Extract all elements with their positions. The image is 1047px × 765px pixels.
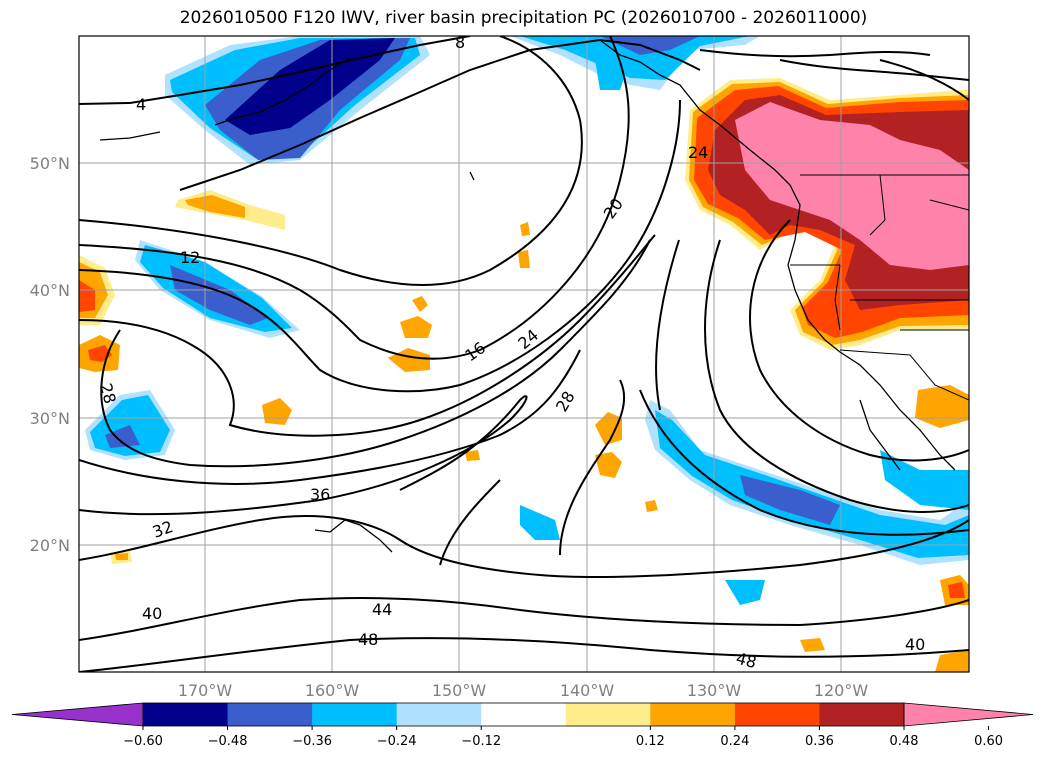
negative-shading-subtropical: [520, 400, 969, 605]
political-borders: [790, 174, 969, 401]
colorbar-swatch: [565, 703, 651, 726]
contour-label-28-west: 28: [96, 381, 120, 406]
colorbar-extend-low: [11, 702, 144, 727]
colorbar-tick-label: 0.36: [805, 734, 834, 749]
colorbar-swatch: [227, 703, 313, 726]
colorbar-swatch: [143, 703, 229, 726]
colorbar-swatch: [481, 703, 567, 726]
longitude-labels: 170°W 160°W 150°W 140°W 130°W 120°W: [178, 681, 869, 700]
negative-shading-west: [85, 390, 175, 460]
colorbar-tick-label: 0.60: [974, 734, 1003, 749]
colorbar-swatch: [396, 703, 482, 726]
contour-label-36: 36: [310, 485, 330, 504]
colorbar-tick-label: 0.24: [720, 734, 749, 749]
negative-shading-top-center: [510, 36, 760, 90]
lon-label-150w: 150°W: [432, 681, 487, 700]
colorbar-tick-label: −0.60: [123, 734, 163, 749]
colorbar-extend-high: [903, 702, 1034, 727]
map-frame: [78, 35, 970, 673]
contour-label-24-east: 24: [688, 143, 708, 162]
contour-label-8: 8: [455, 33, 465, 52]
colorbar-tick-label: −0.48: [208, 734, 248, 749]
lat-label-20n: 20°N: [30, 536, 70, 555]
colorbar-swatch: [734, 703, 820, 726]
lon-label-170w: 170°W: [178, 681, 233, 700]
contour-label-40: 40: [142, 604, 162, 623]
map-content: 4 8 12 16 20 24 28 32 36 40 44 48 24 28 …: [79, 33, 969, 673]
lon-label-140w: 140°W: [560, 681, 615, 700]
colorbar-tick-label: −0.12: [461, 734, 501, 749]
lon-label-130w: 130°W: [687, 681, 742, 700]
colorbar: −0.60 −0.48 −0.36 −0.24 −0.12 0.12 0.24 0.36 0.4…: [11, 702, 1034, 749]
iwv-contours: [79, 36, 969, 672]
lon-label-160w: 160°W: [305, 681, 360, 700]
contour-label-48: 48: [358, 630, 378, 649]
contour-label-48-south: 48: [734, 649, 759, 673]
colorbar-tick-label: 0.12: [636, 734, 665, 749]
positive-shading-west-coast: [685, 78, 969, 350]
colorbar-tick-label: 0.48: [890, 734, 919, 749]
lat-label-50n: 50°N: [30, 154, 70, 173]
colorbar-swatch: [312, 703, 398, 726]
colorbar-tick-label: −0.36: [292, 734, 332, 749]
lat-label-40n: 40°N: [30, 281, 70, 300]
colorbar-outline: [142, 702, 905, 727]
colorbar-swatch: [819, 703, 905, 726]
lon-label-120w: 120°W: [814, 681, 869, 700]
negative-shading-central: [135, 240, 300, 338]
lat-label-30n: 30°N: [30, 409, 70, 428]
contour-label-12: 12: [180, 248, 200, 267]
map-title: 2026010500 F120 IWV, river basin precipi…: [179, 8, 868, 28]
colorbar-tick-label: −0.24: [377, 734, 417, 749]
colorbar-swatch: [650, 703, 736, 726]
contour-label-44: 44: [372, 600, 392, 619]
contour-label-40-east: 40: [905, 635, 925, 654]
negative-shading-north-pacific: [165, 36, 430, 165]
latitude-labels: 50°N 40°N 30°N 20°N: [30, 154, 70, 555]
contour-label-4: 4: [136, 95, 146, 114]
